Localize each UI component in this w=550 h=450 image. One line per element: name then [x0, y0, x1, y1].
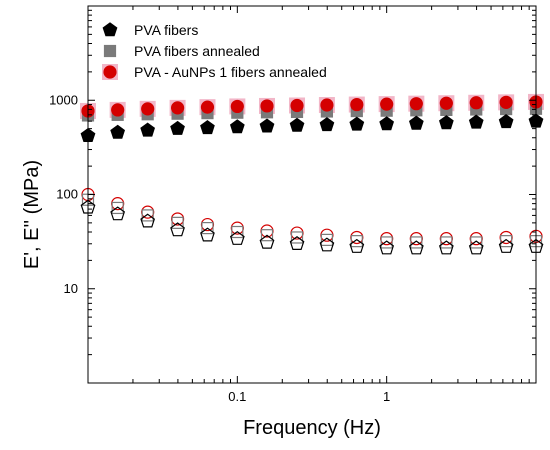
storage-point-circle: [230, 99, 244, 114]
y-axis-title: E', E'' (MPa): [21, 160, 43, 269]
storage-point-circle: [111, 103, 125, 117]
storage-point-pentagon: [170, 120, 185, 135]
loss-point-pentagon: [319, 237, 335, 252]
legend-marker-shape: [103, 65, 117, 79]
storage-modulus-layer: [80, 95, 544, 142]
loss-point-pentagon: [408, 240, 424, 255]
y-tick-label: 10: [64, 281, 78, 296]
loss-point-square: [350, 235, 363, 248]
storage-point-circle: [439, 96, 453, 110]
storage-point-pentagon: [349, 116, 365, 131]
loss-point-square: [290, 231, 304, 244]
loss-point-square: [171, 216, 184, 229]
legend-label-pva-fibers-annealed: PVA fibers annealed: [134, 43, 260, 59]
loss-point-circle: [439, 232, 453, 246]
loss-point-pentagon: [468, 240, 484, 255]
storage-point-pentagon: [110, 124, 126, 139]
storage-point-circle: [320, 98, 334, 112]
y-tick-label: 1000: [49, 92, 78, 107]
loss-point-square: [260, 229, 274, 242]
storage-point-pentagon: [200, 120, 215, 135]
loss-point-pentagon: [289, 236, 305, 250]
loss-point-square: [231, 225, 244, 239]
plot-area-frame: [87, 5, 537, 384]
storage-point-pentagon: [259, 118, 275, 133]
loss-modulus-layer: [80, 187, 544, 255]
loss-point-square: [320, 233, 334, 246]
storage-point-pentagon: [438, 115, 454, 130]
storage-point-circle: [380, 97, 394, 111]
storage-point-circle: [469, 96, 483, 110]
legend-label-pva-aunps-annealed: PVA - AuNPs 1 fibers annealed: [134, 64, 327, 80]
loss-point-pentagon: [498, 238, 514, 253]
loss-point-pentagon: [379, 240, 395, 255]
loss-point-square: [201, 222, 214, 235]
loss-point-pentagon: [140, 213, 156, 228]
loss-point-pentagon: [170, 222, 185, 237]
x-tick-label: 1: [383, 389, 390, 404]
storage-point-pentagon: [229, 119, 245, 134]
loss-point-square: [141, 209, 154, 222]
loss-point-square: [380, 236, 393, 249]
storage-point-pentagon: [408, 115, 424, 130]
legend-marker-square: [103, 44, 117, 58]
legend-marker-shape: [102, 22, 118, 37]
storage-point-circle: [260, 99, 274, 113]
tick-labels: 0.1 1 10 100 1000: [49, 92, 390, 404]
y-tick-label: 100: [56, 187, 78, 202]
loss-point-square: [470, 236, 483, 249]
loss-point-circle: [320, 228, 334, 242]
loss-point-circle: [350, 230, 364, 245]
loss-point-pentagon: [438, 240, 454, 255]
loss-point-pentagon: [349, 238, 365, 253]
loss-point-pentagon: [259, 234, 275, 249]
legend-item-pva-aunps-annealed: PVA - AuNPs 1 fibers annealed: [102, 64, 327, 80]
legend-marker-shape: [103, 44, 117, 58]
loss-point-circle: [409, 232, 423, 246]
storage-point-pentagon: [468, 114, 484, 129]
x-tick-label: 0.1: [228, 389, 246, 404]
x-axis-title: Frequency (Hz): [243, 417, 381, 439]
loss-point-square: [440, 236, 453, 249]
loss-point-circle: [499, 230, 513, 245]
storage-point-circle: [141, 102, 155, 116]
loss-point-circle: [469, 232, 483, 246]
storage-point-circle: [170, 101, 185, 115]
storage-point-circle: [499, 95, 513, 109]
loss-point-square: [111, 201, 124, 215]
legend-marker-circle: [102, 64, 118, 80]
loss-point-pentagon: [110, 206, 126, 221]
legend-marker-pentagon: [102, 22, 118, 37]
legend-item-pva-fibers-annealed: PVA fibers annealed: [103, 43, 260, 59]
loss-point-pentagon: [229, 230, 245, 245]
loss-point-circle: [380, 232, 394, 246]
storage-point-circle: [350, 97, 364, 112]
loss-point-circle: [141, 205, 155, 219]
legend-label-pva-fibers: PVA fibers: [134, 22, 198, 38]
storage-point-circle: [409, 97, 423, 111]
storage-point-circle: [290, 98, 304, 113]
loss-point-pentagon: [200, 227, 215, 242]
storage-point-pentagon: [289, 117, 305, 132]
storage-point-circle: [200, 100, 215, 114]
legend-item-pva-fibers: PVA fibers: [102, 22, 198, 38]
legend: PVA fibers PVA fibers annealed PVA - AuN…: [102, 22, 327, 80]
storage-point-pentagon: [498, 114, 514, 129]
storage-point-pentagon: [319, 117, 335, 132]
loss-point-square: [410, 236, 423, 249]
axis-ticks: [87, 5, 537, 384]
loss-point-square: [500, 235, 513, 248]
storage-point-pentagon: [379, 116, 395, 131]
storage-point-pentagon: [140, 122, 156, 137]
